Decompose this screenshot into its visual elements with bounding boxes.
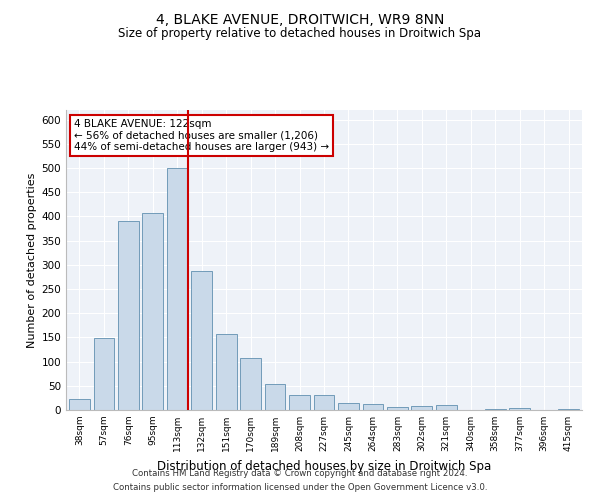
Bar (412, 406, 432, 410)
Bar (387, 407, 408, 410)
Bar (118, 222, 139, 410)
Bar (362, 404, 383, 410)
Bar (485, 408, 506, 410)
Bar (69, 400, 90, 410)
Bar (167, 168, 188, 410)
Bar (314, 396, 334, 410)
Bar (142, 212, 163, 410)
Bar (191, 270, 212, 410)
Text: Contains HM Land Registry data © Crown copyright and database right 2024.: Contains HM Land Registry data © Crown c… (132, 468, 468, 477)
Y-axis label: Number of detached properties: Number of detached properties (27, 172, 37, 348)
Bar (509, 408, 530, 410)
Bar (216, 334, 236, 410)
Text: Contains public sector information licensed under the Open Government Licence v3: Contains public sector information licen… (113, 484, 487, 492)
Bar (240, 358, 261, 410)
Text: 4, BLAKE AVENUE, DROITWICH, WR9 8NN: 4, BLAKE AVENUE, DROITWICH, WR9 8NN (156, 12, 444, 26)
X-axis label: Distribution of detached houses by size in Droitwich Spa: Distribution of detached houses by size … (157, 460, 491, 472)
Bar (94, 338, 114, 410)
Bar (265, 384, 286, 410)
Text: Size of property relative to detached houses in Droitwich Spa: Size of property relative to detached ho… (119, 28, 482, 40)
Bar (558, 408, 579, 410)
Bar (289, 396, 310, 410)
Bar (338, 402, 359, 410)
Text: 4 BLAKE AVENUE: 122sqm
← 56% of detached houses are smaller (1,206)
44% of semi-: 4 BLAKE AVENUE: 122sqm ← 56% of detached… (74, 119, 329, 152)
Bar (436, 405, 457, 410)
